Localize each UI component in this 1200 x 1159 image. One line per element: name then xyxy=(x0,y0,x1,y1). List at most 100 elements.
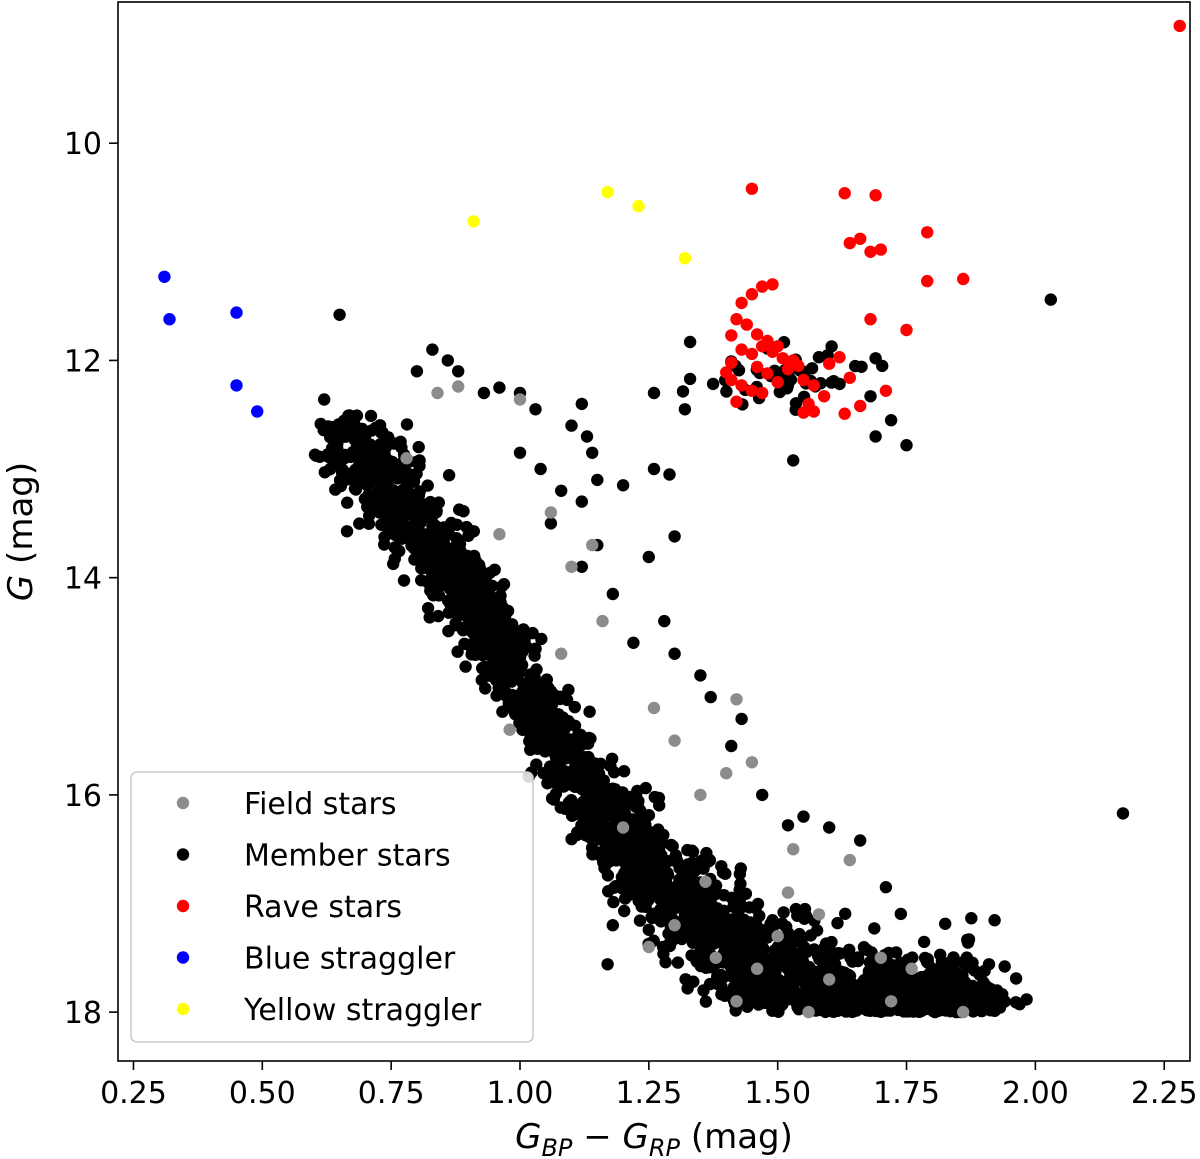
member-stars-point xyxy=(673,861,686,875)
x-tick-label: 1.25 xyxy=(615,1076,682,1111)
rave-stars-point xyxy=(745,288,759,301)
member-stars-point xyxy=(557,724,570,737)
field-stars-point xyxy=(720,767,733,780)
member-stars-point xyxy=(930,991,944,1005)
member-stars-point xyxy=(538,678,551,691)
rave-stars-point xyxy=(864,245,877,258)
member-stars-point xyxy=(869,1004,882,1017)
member-stars-point xyxy=(308,448,322,461)
x-tick-label: 1.50 xyxy=(744,1076,811,1111)
member-stars-point xyxy=(930,983,944,996)
x-tick-label: 0.25 xyxy=(100,1076,167,1111)
member-stars-point xyxy=(374,456,387,469)
member-stars-point xyxy=(421,602,435,615)
member-stars-point xyxy=(471,584,484,598)
member-stars-point xyxy=(402,467,416,481)
member-stars-point xyxy=(648,886,661,899)
member-stars-point xyxy=(894,907,907,921)
member-stars-point xyxy=(690,923,704,936)
member-stars-point xyxy=(432,609,445,623)
member-stars-point xyxy=(381,493,394,506)
member-stars-point xyxy=(583,705,596,718)
field-stars-point xyxy=(493,528,506,541)
member-stars-point xyxy=(734,877,747,890)
member-stars-point xyxy=(489,658,502,672)
member-stars-point xyxy=(926,962,939,975)
member-stars-point xyxy=(618,807,632,820)
blue-straggler-point xyxy=(158,270,171,283)
member-stars-point xyxy=(359,428,372,441)
rave-stars-point xyxy=(781,362,795,376)
member-stars-point xyxy=(479,682,492,695)
member-stars-point xyxy=(697,984,710,997)
member-stars-point xyxy=(645,910,658,924)
member-stars-point xyxy=(699,995,713,1008)
member-stars-point xyxy=(734,928,747,941)
yellow-straggler-point xyxy=(601,185,614,199)
member-stars-point xyxy=(839,907,852,920)
member-stars-point xyxy=(939,917,952,930)
member-stars-point xyxy=(735,712,748,726)
member-stars-point xyxy=(337,414,351,427)
member-stars-point xyxy=(554,737,567,750)
member-stars-point xyxy=(586,446,599,459)
member-stars-point xyxy=(467,525,480,538)
member-stars-point xyxy=(676,385,690,398)
y-tick-label: 14 xyxy=(64,562,102,597)
member-stars-point xyxy=(587,770,601,783)
member-stars-point xyxy=(823,821,836,834)
x-tick-label: 2.25 xyxy=(1131,1076,1198,1111)
member-stars-point xyxy=(1009,972,1023,985)
member-stars-point xyxy=(965,912,978,925)
rave-stars-point xyxy=(879,384,893,397)
member-stars-point xyxy=(565,419,578,432)
member-stars-point xyxy=(678,403,692,416)
rave-stars-point xyxy=(874,243,887,256)
plot-frame xyxy=(117,1,1191,1062)
member-stars-point xyxy=(466,554,479,567)
rave-stars-point xyxy=(766,278,779,291)
member-stars-point xyxy=(452,365,465,378)
member-stars-point xyxy=(685,895,698,908)
member-stars-point xyxy=(378,530,391,544)
member-stars-point xyxy=(864,956,877,969)
legend-marker xyxy=(176,796,190,810)
member-stars-point xyxy=(759,989,772,1002)
member-stars-point xyxy=(1044,293,1058,306)
rave-stars-point xyxy=(843,236,856,250)
member-stars-point xyxy=(982,958,996,971)
member-stars-point xyxy=(544,517,558,530)
member-stars-point xyxy=(375,442,388,455)
member-stars-point xyxy=(688,913,701,926)
legend-box xyxy=(130,771,534,1043)
member-stars-point xyxy=(450,518,464,531)
rave-stars-point xyxy=(735,296,748,310)
member-stars-point xyxy=(657,873,671,886)
member-stars-point xyxy=(425,543,438,556)
field-stars-point xyxy=(400,452,413,465)
member-stars-point xyxy=(721,924,734,938)
field-stars-point xyxy=(586,538,599,552)
member-stars-point xyxy=(482,669,496,682)
member-stars-point xyxy=(591,473,604,487)
member-stars-point xyxy=(792,952,805,965)
rave-stars-point xyxy=(807,379,820,392)
member-stars-point xyxy=(1013,998,1026,1011)
field-stars-point xyxy=(694,788,707,802)
member-stars-point xyxy=(988,914,1001,927)
member-stars-point xyxy=(536,730,550,744)
field-stars-point xyxy=(431,386,444,400)
rave-stars-point xyxy=(720,366,733,379)
legend-marker xyxy=(176,848,190,861)
member-stars-point xyxy=(797,810,810,823)
member-stars-point xyxy=(457,505,470,518)
member-stars-point xyxy=(600,837,613,850)
field-stars-point xyxy=(771,929,784,943)
yellow-straggler-point xyxy=(467,215,480,228)
member-stars-point xyxy=(513,705,527,719)
member-stars-point xyxy=(770,999,783,1012)
member-stars-point xyxy=(839,998,852,1012)
member-stars-point xyxy=(777,906,790,919)
member-stars-point xyxy=(811,949,825,963)
member-stars-point xyxy=(973,968,986,982)
